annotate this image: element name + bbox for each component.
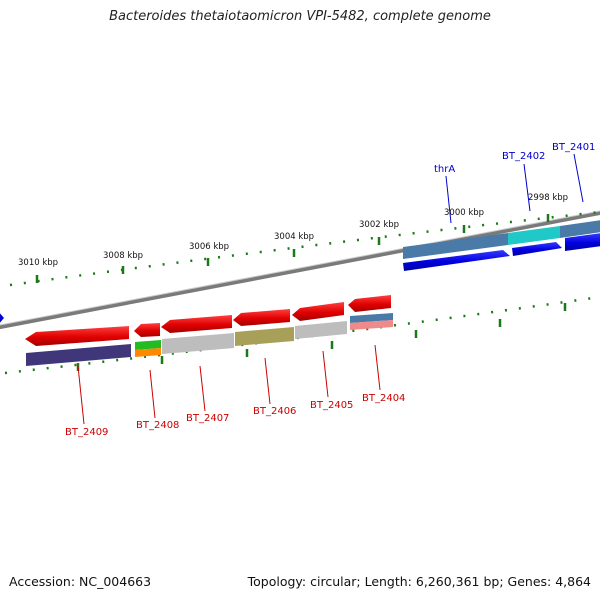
- gene-label-thra: thrA: [434, 164, 455, 175]
- gene-label-bt2402: BT_2402: [502, 151, 545, 162]
- gene-arrow: [292, 302, 344, 321]
- genome-backbone: [0, 210, 600, 330]
- gene-label-bt2408: BT_2408: [136, 420, 179, 431]
- feature-shade-band: [135, 340, 161, 350]
- map-title: Bacteroides thetaiotaomicron VPI-5482, c…: [109, 9, 491, 24]
- label-leaders-bottom: [77, 344, 381, 425]
- feature-shade-band: [26, 344, 131, 366]
- gene-label-bt2401: BT_2401: [552, 142, 595, 153]
- forward-strand-features: [0, 220, 600, 323]
- gene-label-bt2409: BT_2409: [65, 427, 108, 438]
- gene-arrow: [512, 242, 562, 256]
- gene-arrow: [134, 323, 160, 337]
- gene-label-bt2405: BT_2405: [310, 400, 353, 411]
- upper-tick-row: [9, 210, 600, 287]
- scale-labels: 3010 kbp 3008 kbp 3006 kbp 3004 kbp 3002…: [18, 193, 568, 268]
- feature-shade-band: [403, 233, 508, 259]
- scale-label: 3010 kbp: [18, 258, 58, 268]
- gene-labels-bottom: BT_2409 BT_2408 BT_2407 BT_2406 BT_2405 …: [65, 393, 405, 438]
- scale-label: 2998 kbp: [528, 193, 568, 203]
- feature-shade-band: [508, 226, 560, 245]
- scale-label: 3008 kbp: [103, 251, 143, 261]
- gene-arrow: [565, 233, 600, 251]
- gene-label-bt2406: BT_2406: [253, 406, 296, 417]
- scale-label: 3004 kbp: [274, 232, 314, 242]
- feature-shade-band: [350, 313, 393, 323]
- scale-label: 3006 kbp: [189, 242, 229, 252]
- major-ticks-upper: [35, 214, 550, 283]
- genome-summary-text: Topology: circular; Length: 6,260,361 bp…: [247, 574, 591, 589]
- gene-arrow: [348, 295, 391, 312]
- feature-shade-band: [135, 348, 161, 357]
- feature-shade-band: [350, 320, 393, 330]
- reverse-strand-features: [25, 295, 393, 366]
- genome-backbone-highlight: [0, 210, 600, 326]
- feature-shade-band: [235, 327, 294, 346]
- scale-label: 3000 kbp: [444, 208, 484, 218]
- gene-arrow: [161, 315, 232, 333]
- gene-arrow: [25, 326, 129, 346]
- gene-arrow: [233, 309, 290, 326]
- gene-labels-top: thrA BT_2402 BT_2401: [434, 142, 595, 175]
- feature-shade-band: [560, 220, 600, 238]
- label-leaders-top: [445, 153, 584, 224]
- gene-arrow: [403, 250, 510, 271]
- scale-label: 3002 kbp: [359, 220, 399, 230]
- gene-label-bt2404: BT_2404: [362, 393, 405, 404]
- gene-label-bt2407: BT_2407: [186, 413, 229, 424]
- gene-arrow: [0, 313, 4, 323]
- feature-shade-band: [162, 333, 234, 354]
- feature-shade-band: [295, 321, 347, 339]
- accession-text: Accession: NC_004663: [9, 574, 152, 589]
